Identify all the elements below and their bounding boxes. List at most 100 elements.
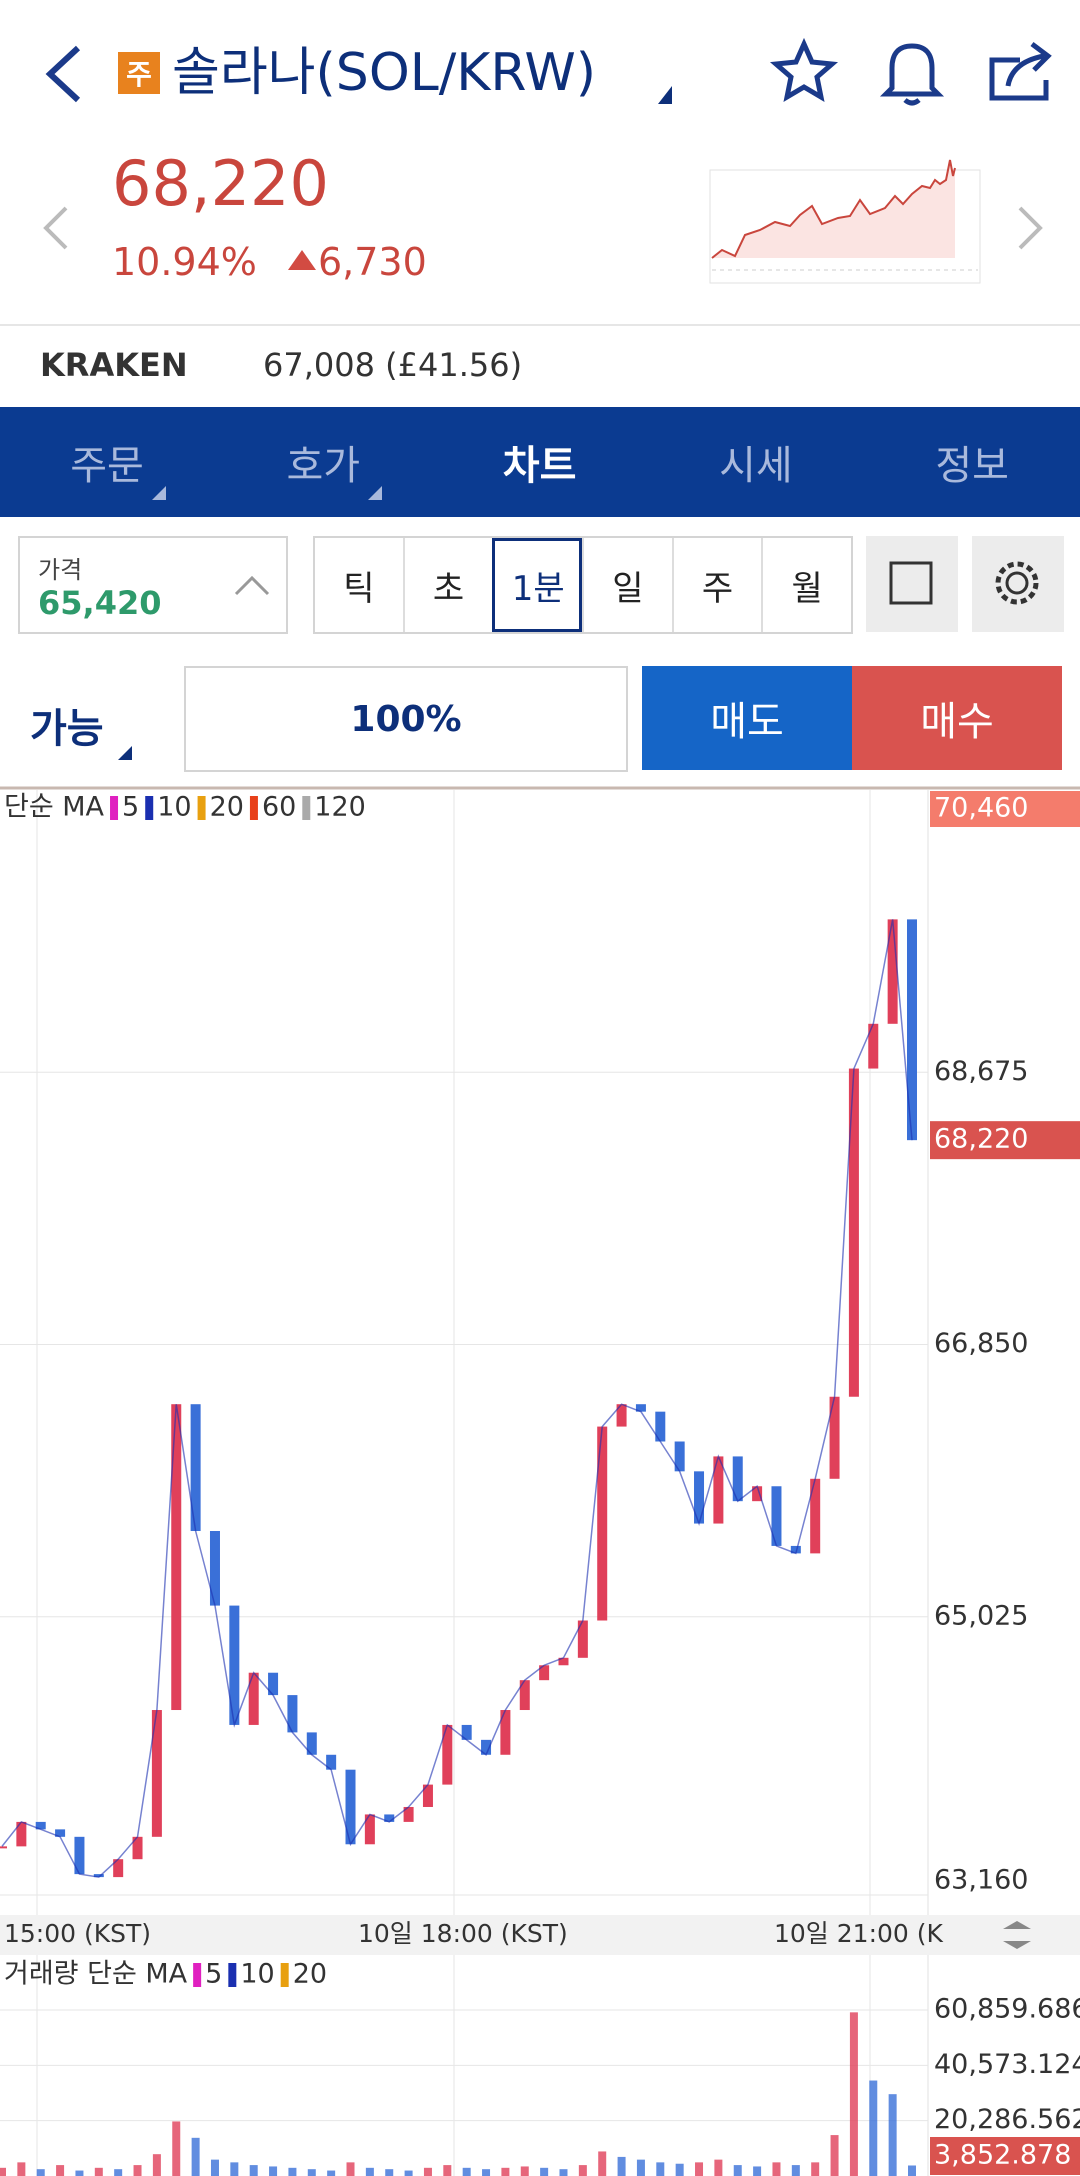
legend-swatch — [193, 1963, 202, 1987]
period-button[interactable]: 틱 — [343, 568, 375, 609]
price-box-label: 가격 — [38, 556, 83, 584]
period-button[interactable]: 초 — [402, 538, 493, 632]
volume-current-label: 3,852.878 — [934, 2140, 1071, 2171]
candle — [577, 1620, 588, 1658]
candle — [635, 1404, 646, 1412]
volume-bar — [501, 2167, 510, 2176]
next-icon[interactable] — [1018, 206, 1043, 250]
volume-bar — [908, 2165, 916, 2176]
volume-bar — [849, 2012, 858, 2176]
y-tick-label: 68,675 — [934, 1056, 1028, 1087]
volume-tick-label: 20,286.562 — [934, 2104, 1080, 2135]
candle — [829, 1396, 840, 1479]
legend-entry: 5 — [205, 1959, 222, 1990]
sell-button[interactable]: 매도 — [642, 666, 852, 770]
legend-entry: 60 — [262, 792, 296, 823]
sparkline-area — [712, 160, 955, 258]
volume-bar — [152, 2154, 161, 2176]
legend-label: 거래량 단순 MA — [4, 1959, 188, 1990]
sparkline-box — [709, 169, 981, 284]
period-button[interactable]: 주 — [671, 538, 762, 632]
volume-bar — [346, 2162, 355, 2176]
x-tick-label: 10일 21:00 (K — [774, 1919, 944, 1948]
ratio[interactable]: 100% — [184, 666, 628, 772]
exchange-price: 67,008 (£41.56) — [263, 346, 523, 384]
y-tick-label: 63,160 — [934, 1865, 1028, 1896]
candle — [519, 1680, 530, 1711]
high-label-box — [930, 791, 1080, 827]
legend-swatch — [302, 796, 311, 820]
legend-swatch — [228, 1963, 237, 1987]
price-box[interactable]: 가격 65,420 — [18, 536, 288, 634]
volume-bar — [656, 2162, 665, 2176]
candle — [887, 919, 898, 1024]
volume-bar — [172, 2121, 181, 2176]
sparkline — [711, 159, 956, 259]
candle — [171, 1404, 182, 1711]
candle — [229, 1605, 240, 1725]
candle — [694, 1471, 705, 1524]
tab[interactable]: 시세 — [719, 443, 793, 489]
volume-bar — [56, 2165, 65, 2176]
mode-dropdown — [118, 746, 132, 760]
prev-icon[interactable] — [43, 206, 68, 250]
candle — [209, 1531, 220, 1606]
volume-bar — [114, 2169, 123, 2176]
volume-bar — [520, 2166, 529, 2176]
current-label-box — [930, 1121, 1080, 1160]
star-icon[interactable] — [769, 37, 839, 102]
candle — [132, 1836, 143, 1860]
mode[interactable]: 가능 — [30, 706, 104, 752]
tab[interactable]: 정보 — [935, 443, 1009, 489]
volume-bar — [404, 2170, 413, 2176]
square-icon[interactable] — [889, 561, 933, 605]
legend-swatch — [249, 796, 258, 820]
tab[interactable]: 차트 — [502, 443, 577, 489]
current-label: 68,220 — [934, 1124, 1028, 1155]
title-dropdown[interactable] — [658, 86, 672, 104]
volume-bar — [772, 2162, 781, 2176]
legend-entry: 20 — [210, 792, 244, 823]
volume-bar — [443, 2165, 452, 2176]
legend-swatch — [145, 796, 154, 820]
gear-teeth — [995, 561, 1039, 605]
legend-entry: 10 — [240, 1959, 274, 1990]
volume-bar — [307, 2169, 316, 2176]
period-button[interactable]: 1분 — [492, 538, 583, 632]
up-triangle — [288, 250, 316, 270]
y-tick-label: 65,025 — [934, 1600, 1028, 1631]
volume-bar — [753, 2166, 762, 2176]
buy-button[interactable]: 매수 — [852, 666, 1062, 770]
resize-icon[interactable] — [1003, 1921, 1031, 1949]
volume-bar — [191, 2137, 200, 2176]
legend-entry: 20 — [293, 1959, 327, 1990]
candle — [907, 919, 917, 1141]
candle — [74, 1836, 85, 1875]
candle — [848, 1068, 859, 1397]
price-line — [1, 919, 913, 1878]
badge: 주 — [118, 52, 160, 94]
y-tick-label: 66,850 — [934, 1328, 1028, 1359]
volume-bar — [0, 2167, 6, 2176]
volume-bar — [617, 2156, 626, 2176]
candle — [752, 1486, 763, 1502]
volume-bar — [578, 2165, 587, 2176]
period-button[interactable]: 일 — [582, 538, 672, 632]
share-icon[interactable] — [989, 42, 1052, 101]
volume-bar — [17, 2162, 26, 2176]
tab[interactable]: 호가 — [286, 443, 361, 489]
back-icon[interactable] — [45, 45, 81, 103]
legend-swatch — [197, 796, 206, 820]
tab[interactable]: 주문 — [70, 443, 144, 489]
period-button[interactable]: 월 — [761, 538, 851, 632]
candle — [287, 1695, 298, 1733]
candle — [93, 1874, 104, 1878]
volume-bar — [540, 2167, 549, 2176]
collapse-icon[interactable] — [234, 575, 270, 596]
gear-icon[interactable] — [1005, 571, 1029, 595]
volume-bar — [559, 2169, 568, 2176]
bell-icon[interactable] — [879, 43, 945, 106]
volume-bar — [733, 2165, 742, 2176]
